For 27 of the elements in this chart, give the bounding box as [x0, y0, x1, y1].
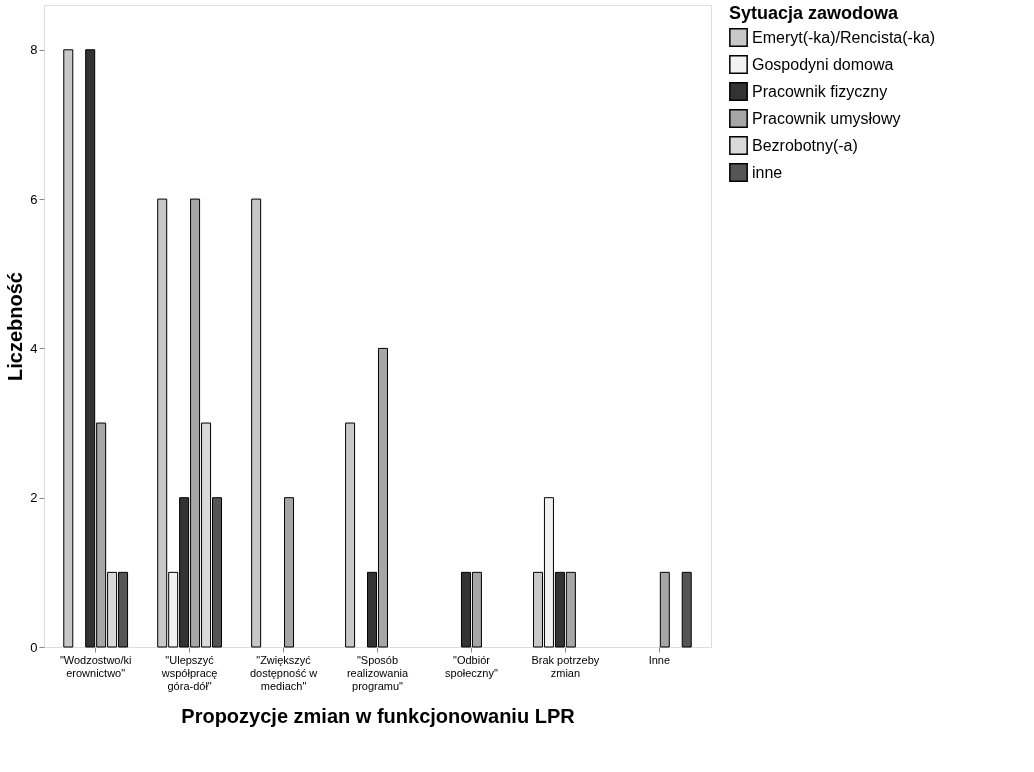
- y-tick-label: 6: [30, 191, 38, 207]
- bar: [659, 571, 670, 648]
- legend-title: Sytuacja zawodowa: [729, 3, 900, 23]
- x-tick-label: Brak potrzeby zmian: [531, 653, 600, 679]
- legend-label: Gospodyni domowa: [752, 55, 894, 73]
- y-tick-label: 2: [30, 490, 38, 506]
- x-tick-label: "Ulepszyć współpracę góra-dół": [160, 653, 218, 692]
- x-tick-label: "Odbiór społeczny": [445, 653, 498, 679]
- x-tick-label: "Sposób realizowania programu": [346, 653, 409, 692]
- legend-label: Pracownik umysłowy: [752, 109, 901, 127]
- bar: [681, 571, 692, 648]
- bar: [284, 497, 295, 648]
- y-axis-title: Liczebność: [4, 272, 27, 381]
- legend-label: Emeryt(-ka)/Rencista(-ka): [752, 28, 936, 46]
- x-axis-title: Propozycje zmian w funkcjonowaniu LPR: [181, 704, 576, 727]
- x-tick-label: Inne: [648, 653, 671, 666]
- legend-label: Bezrobotny(-a): [752, 136, 858, 154]
- legend-label: inne: [752, 163, 783, 181]
- y-tick-label: 0: [30, 639, 38, 655]
- bar: [251, 198, 262, 648]
- legend-label: Pracownik fizyczny: [752, 82, 888, 100]
- bar: [345, 422, 356, 648]
- bar: [63, 49, 74, 648]
- x-tick-label: "Wodzostwo/ki erownictwo": [59, 653, 132, 679]
- y-tick-label: 4: [30, 340, 38, 356]
- y-tick-label: 8: [30, 42, 38, 58]
- x-tick-label: "Zwiększyć dostępność w mediach": [249, 653, 318, 692]
